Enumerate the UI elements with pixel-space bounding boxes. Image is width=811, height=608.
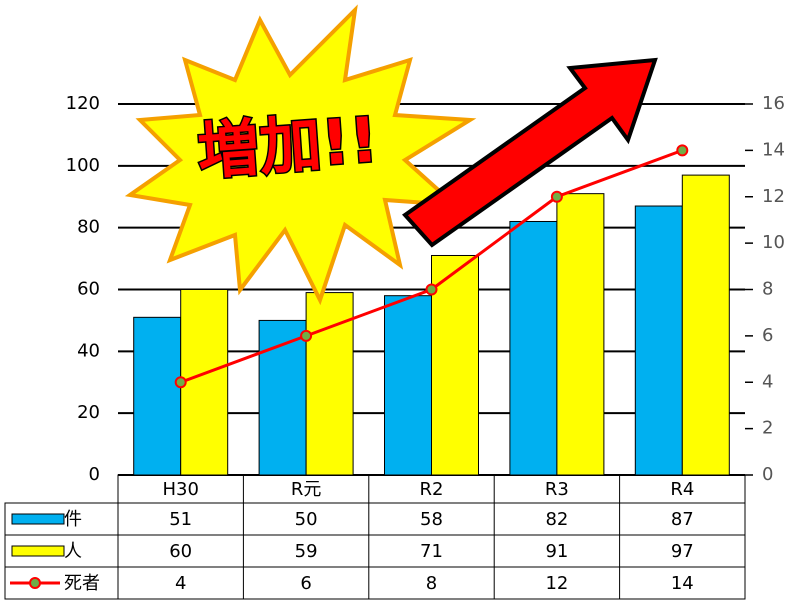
y2-tick-label: 2: [762, 418, 773, 439]
x-tick-label: R2: [420, 479, 444, 500]
arrow: [402, 57, 658, 248]
legend-label: 死者: [64, 573, 100, 594]
line-point: [425, 283, 438, 296]
table-cell: 82: [545, 509, 568, 530]
y-tick-label: 80: [77, 217, 100, 238]
table-cell: 97: [671, 541, 694, 562]
bar: [133, 316, 182, 476]
bar: [180, 289, 229, 476]
legend-label: 人: [64, 541, 82, 562]
y2-tick-label: 0: [762, 464, 773, 485]
table-cell: 60: [169, 541, 192, 562]
x-tick-label: R3: [545, 479, 569, 500]
table-cell: 12: [545, 573, 568, 594]
table-cell: 71: [420, 541, 443, 562]
bar: [634, 205, 683, 476]
y2-tick-label: 8: [762, 279, 773, 300]
y2-tick-label: 10: [762, 232, 785, 253]
legend-swatch: [11, 545, 65, 557]
y2-tick-label: 4: [762, 371, 773, 392]
table-row: [4, 566, 746, 600]
legend-label: 件: [64, 509, 82, 530]
starburst: [124, 4, 477, 306]
line-point: [174, 376, 187, 389]
annotation: 増加!!: [195, 103, 380, 188]
line-point: [676, 144, 689, 157]
table-cell: 8: [426, 573, 437, 594]
table-cell: 6: [300, 573, 311, 594]
x-tick-label: R4: [670, 479, 694, 500]
line-point: [550, 190, 563, 203]
y2-tick-label: 16: [762, 93, 785, 114]
bar: [431, 254, 479, 476]
y-tick-label: 0: [89, 464, 100, 485]
table-cell: 50: [295, 509, 318, 530]
table-row: [4, 502, 746, 536]
table-cell: 91: [545, 541, 568, 562]
y2-tick-label: 6: [762, 325, 773, 346]
legend-swatch: [11, 513, 65, 525]
y2-tick-label: 12: [762, 186, 785, 207]
table-cell: 14: [671, 573, 694, 594]
y-tick-label: 100: [66, 155, 100, 176]
y-tick-label: 20: [77, 402, 100, 423]
y2-tick-label: 14: [762, 139, 785, 160]
table-cell: 59: [295, 541, 318, 562]
line-point: [300, 329, 313, 342]
table-cell: 58: [420, 509, 443, 530]
table-row: [4, 534, 746, 568]
bar: [509, 220, 558, 476]
table-cell: 87: [671, 509, 694, 530]
bar: [556, 193, 605, 476]
table-cell: 4: [175, 573, 186, 594]
table-cell: 51: [169, 509, 192, 530]
legend-swatch: [29, 577, 41, 589]
x-tick-label: H30: [162, 479, 198, 500]
y-tick-label: 120: [66, 93, 100, 114]
bar: [384, 295, 432, 476]
y-tick-label: 40: [77, 340, 100, 361]
y-tick-label: 60: [77, 279, 100, 300]
x-tick-label: R元: [291, 479, 322, 500]
bar: [681, 174, 730, 476]
